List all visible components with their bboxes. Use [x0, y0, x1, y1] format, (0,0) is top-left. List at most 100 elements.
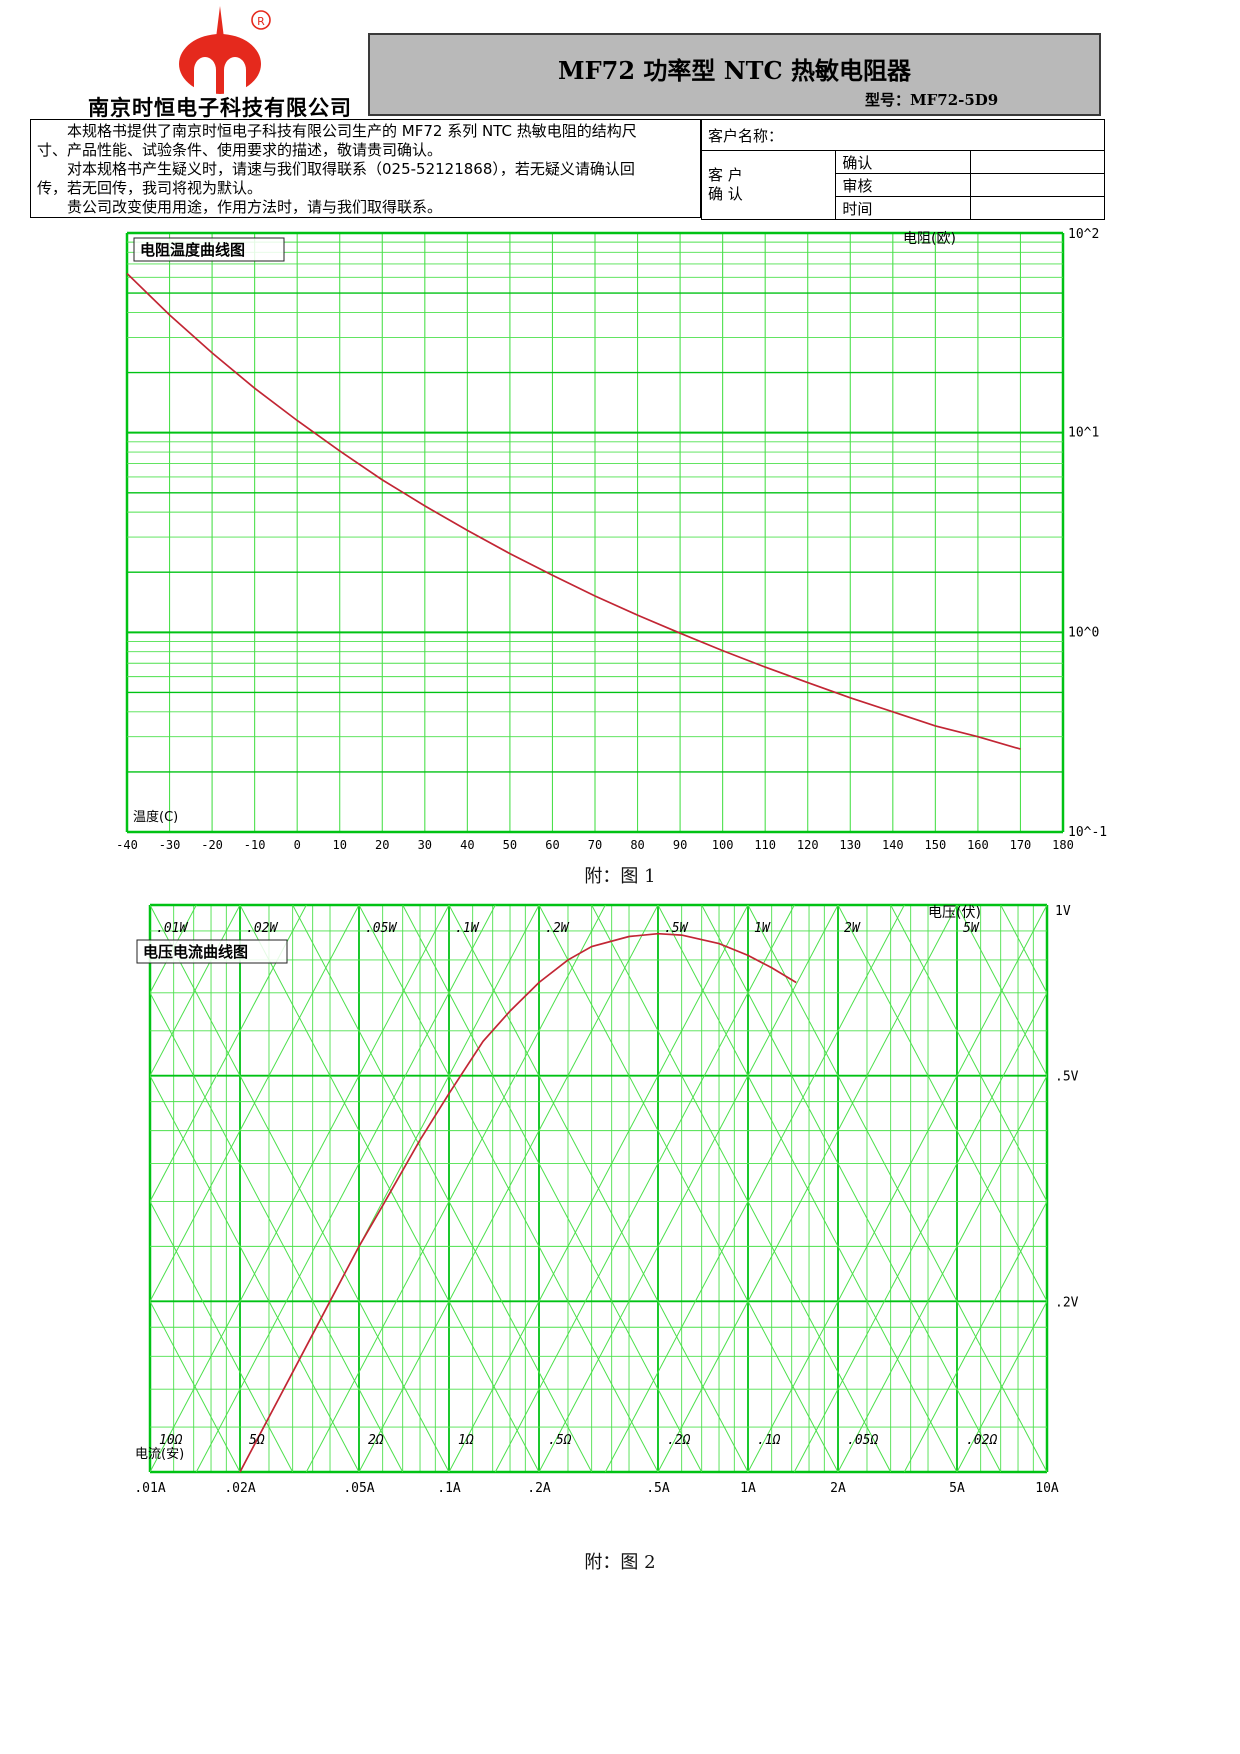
x-tick-label: .5A	[646, 1481, 670, 1496]
customer-name-cell: 客户名称：	[701, 119, 1105, 151]
company-logo-graphic: R	[179, 6, 271, 94]
x-tick-label: .2A	[527, 1481, 551, 1496]
spec-note-line: 寸、产品性能、试验条件、使用要求的描述，敬请贵司确认。	[37, 141, 443, 159]
x-tick-label: 2A	[830, 1481, 846, 1496]
table-row: 客 户 确 认 确认	[700, 150, 1106, 220]
resistance-line-label: .05Ω	[847, 1433, 878, 1448]
customer-confirm-label-2: 确 认	[708, 185, 743, 203]
figure1-caption: 附：图 1	[584, 866, 656, 887]
table-row: 客户名称：	[701, 119, 1105, 151]
chart-title-box	[133, 237, 285, 262]
company-name: 南京时恒电子科技有限公司	[88, 96, 352, 120]
x-axis-title: 电流(安)	[135, 1447, 184, 1462]
x-tick-label: 30	[418, 838, 432, 852]
x-tick-label: -30	[159, 838, 181, 852]
x-tick-label: 70	[588, 838, 602, 852]
y-decade-label: 10^0	[1068, 625, 1099, 640]
x-tick-label: 50	[503, 838, 517, 852]
x-tick-label: .01A	[134, 1481, 165, 1496]
vi-diagonals	[150, 905, 1047, 1472]
chart-title-box	[136, 939, 288, 964]
company-logo: R	[120, 4, 320, 96]
x-tick-label: 5A	[949, 1481, 965, 1496]
x-tick-label: 170	[1010, 838, 1032, 852]
x-tick-label: 0	[294, 838, 301, 852]
power-line-label: .05W	[365, 921, 397, 936]
x-tick-label: 110	[754, 838, 776, 852]
x-tick-label: -10	[244, 838, 266, 852]
power-line-label: .1W	[455, 921, 480, 936]
confirm-row-label: 确认	[835, 150, 971, 174]
power-line-label: 1W	[754, 921, 771, 936]
date-row-label: 时间	[835, 196, 971, 220]
chart-title: 电阻温度曲线图	[140, 241, 245, 259]
x-tick-label: 160	[967, 838, 989, 852]
x-tick-label: 150	[925, 838, 947, 852]
resistance-line-label: 1Ω	[458, 1433, 474, 1448]
confirm-row-value	[969, 150, 1106, 174]
x-tick-label: -40	[116, 838, 138, 852]
y-tick-label: .2V	[1055, 1295, 1079, 1310]
date-row-value	[969, 196, 1106, 220]
power-line-label: 2W	[844, 921, 861, 936]
x-tick-label: 120	[797, 838, 819, 852]
resistance-line-label: .2Ω	[667, 1433, 691, 1448]
figure2-caption: 附：图 2	[584, 1552, 656, 1573]
resistance-line-label: .02Ω	[966, 1433, 997, 1448]
x-tick-label: 20	[375, 838, 389, 852]
y-axis-title: 电阻(欧)	[903, 231, 956, 247]
spec-note-box: 本规格书提供了南京时恒电子科技有限公司生产的 MF72 系列 NTC 热敏电阻的…	[30, 119, 701, 218]
x-tick-label: 130	[839, 838, 861, 852]
chart-title: 电压电流曲线图	[143, 943, 248, 961]
registered-trademark-icon: R	[257, 15, 265, 28]
x-tick-label: -20	[201, 838, 223, 852]
title-box: MF72 功率型 NTC 热敏电阻器 型号：MF72-5D9	[368, 33, 1101, 116]
review-row-value	[969, 173, 1106, 197]
table-row: 时间	[702, 196, 1106, 220]
resistance-line-label: .1Ω	[757, 1433, 781, 1448]
customer-confirmation-table: 客户名称： 客 户 确 认 确认 审核 时间	[700, 119, 1106, 220]
power-line-label: 5W	[963, 921, 980, 936]
customer-confirm-label-1: 客 户	[708, 166, 743, 184]
power-line-label: .2W	[545, 921, 570, 936]
spec-note-line: 传，若无回传，我司将视为默认。	[37, 179, 263, 197]
x-tick-label: 180	[1052, 838, 1074, 852]
power-line-label: .02W	[246, 921, 278, 936]
document-title: MF72 功率型 NTC 热敏电阻器	[558, 56, 911, 85]
x-tick-label: 40	[460, 838, 474, 852]
y-decade-label: 10^1	[1068, 426, 1099, 441]
rt-curve	[126, 272, 1021, 750]
x-tick-label: 80	[630, 838, 644, 852]
power-line-label: .5W	[664, 921, 689, 936]
y-decade-label: 10^2	[1068, 227, 1099, 242]
resistance-line-label: 2Ω	[368, 1433, 384, 1448]
model-number: 型号：MF72-5D9	[865, 91, 999, 109]
logo-mark-icon: R	[179, 6, 271, 94]
x-tick-label: 100	[712, 838, 734, 852]
resistance-line-label: 5Ω	[249, 1433, 265, 1448]
x-tick-label: 1A	[740, 1481, 756, 1496]
resistance-temperature-chart: -40 -30 -20 -10 0 10 20 30 40 50 60 70 80 90 100 110 120…	[116, 227, 1107, 852]
power-line-label: .01W	[156, 921, 188, 936]
x-tick-label: 60	[545, 838, 559, 852]
spec-note-line: 对本规格书产生疑义时，请速与我们取得联系（025-52121868），若无疑义请…	[37, 160, 635, 178]
x-tick-label: .05A	[343, 1481, 374, 1496]
resistance-line-label: .5Ω	[548, 1433, 572, 1448]
y-tick-label: 1V	[1055, 904, 1071, 919]
vi-grid	[148, 903, 1049, 1474]
x-tick-label: 10A	[1035, 1481, 1059, 1496]
y-tick-label: .5V	[1055, 1070, 1079, 1085]
x-axis-title: 温度(C)	[133, 809, 178, 825]
x-tick-label: .02A	[224, 1481, 255, 1496]
table-row: 审核	[702, 173, 1106, 197]
spec-note-line: 贵公司改变使用用途，作用方法时，请与我们取得联系。	[37, 198, 443, 216]
resistance-line-label: 10Ω	[159, 1433, 183, 1448]
customer-confirm-cell: 客 户 确 认	[700, 150, 837, 220]
x-tick-label: 90	[673, 838, 687, 852]
voltage-current-chart: .01W .02W .05W .1W .2W .5W 1W 2W 5W 10Ω 5Ω 2Ω 1Ω .5Ω.…	[134, 903, 1079, 1496]
x-tick-label: .1A	[437, 1481, 461, 1496]
y-axis-title: 电压(伏)	[928, 905, 981, 921]
y-decade-label: 10^-1	[1068, 825, 1107, 840]
x-tick-label: 140	[882, 838, 904, 852]
